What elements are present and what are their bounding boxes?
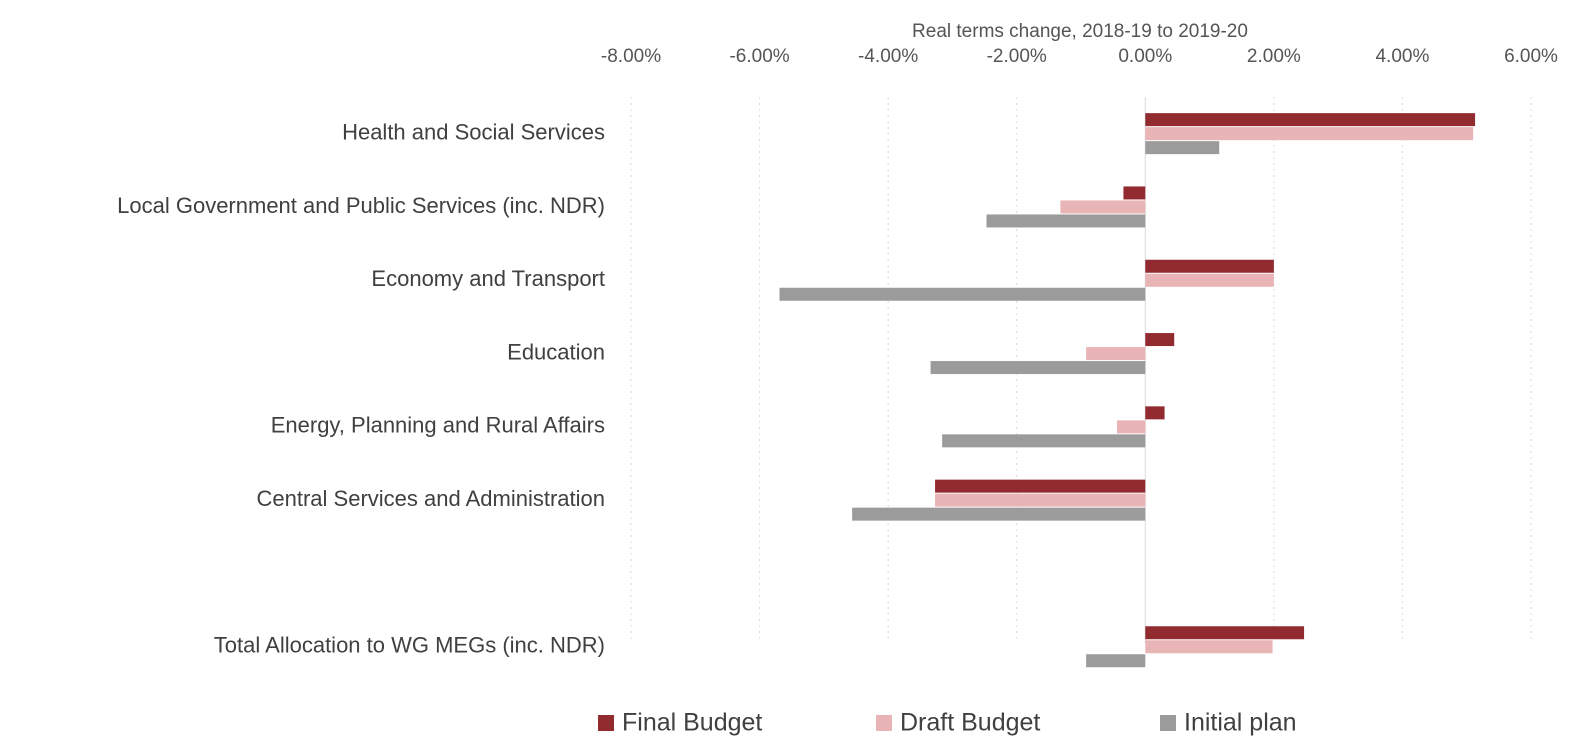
bar [935, 479, 1146, 493]
x-tick-label: 6.00% [1504, 46, 1558, 67]
x-tick-label: -2.00% [987, 46, 1047, 67]
legend-swatch [876, 715, 892, 731]
category-label: Energy, Planning and Rural Affairs [271, 413, 605, 438]
legend-label: Final Budget [622, 709, 762, 737]
bar [986, 214, 1146, 228]
bar [1145, 113, 1476, 127]
bar [1123, 186, 1146, 200]
legend-swatch [598, 715, 614, 731]
category-label: Health and Social Services [342, 119, 605, 144]
x-tick-label: 0.00% [1118, 46, 1172, 67]
legend-label: Draft Budget [900, 709, 1040, 737]
bar [1145, 626, 1305, 640]
bar [935, 493, 1146, 507]
bar [1086, 654, 1146, 668]
bar [1145, 141, 1220, 155]
bar [1145, 127, 1474, 141]
x-tick-label: 2.00% [1247, 46, 1301, 67]
bar [852, 507, 1146, 521]
x-tick-label: -6.00% [729, 46, 789, 67]
category-label: Total Allocation to WG MEGs (inc. NDR) [214, 633, 605, 658]
bar [1060, 200, 1146, 214]
bar [1145, 259, 1274, 273]
bar [1117, 420, 1146, 434]
bar [1145, 406, 1165, 420]
x-tick-label: -4.00% [858, 46, 918, 67]
axis-title: Real terms change, 2018-19 to 2019-20 [912, 21, 1248, 42]
bar [930, 361, 1146, 375]
bar [1145, 640, 1273, 654]
x-tick-label: 4.00% [1375, 46, 1429, 67]
category-label: Local Government and Public Services (in… [117, 193, 605, 218]
x-tick-label: -8.00% [601, 46, 661, 67]
bar [1086, 347, 1146, 361]
legend-label: Initial plan [1184, 709, 1297, 737]
bar [1145, 333, 1175, 347]
category-label: Central Services and Administration [257, 486, 606, 511]
bar [779, 287, 1146, 301]
bar [1145, 273, 1274, 287]
legend-swatch [1160, 715, 1176, 731]
category-label: Economy and Transport [371, 266, 605, 291]
bar [942, 434, 1146, 448]
category-label: Education [507, 339, 605, 364]
